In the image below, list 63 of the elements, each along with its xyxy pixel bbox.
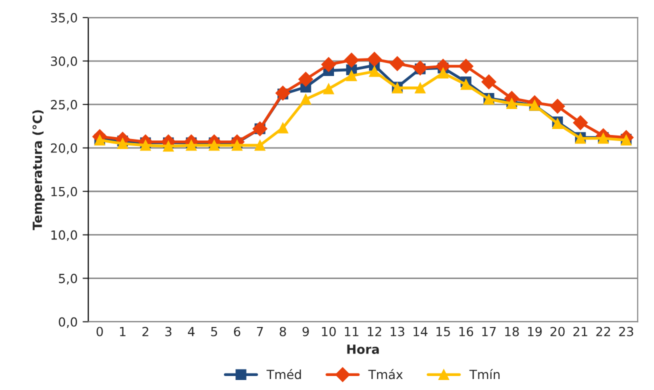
point <box>460 79 472 90</box>
x-tick-label: 15 <box>436 326 450 336</box>
x-tick-label: 16 <box>459 326 474 336</box>
point <box>232 140 242 151</box>
point <box>414 82 426 94</box>
x-tick-label: 0 <box>96 326 103 336</box>
point <box>163 140 174 152</box>
x-axis-title: Hora <box>347 344 379 354</box>
y-tick-label: 30,0 <box>50 56 78 68</box>
x-tick-label: 7 <box>257 326 263 336</box>
point <box>208 140 220 151</box>
point <box>321 57 336 72</box>
point <box>367 52 382 67</box>
legend-label: Tméd <box>266 369 301 380</box>
x-tick-label: 14 <box>414 326 428 336</box>
point <box>550 98 565 114</box>
x-tick-label: 5 <box>211 326 218 336</box>
x-tick-label: 4 <box>188 326 195 336</box>
x-tick-label: 20 <box>550 326 565 336</box>
x-tick-label: 21 <box>573 326 588 336</box>
legend-label: Tmáx <box>368 369 403 380</box>
x-tick-label: 9 <box>302 326 309 336</box>
point <box>186 140 197 151</box>
point <box>412 60 428 76</box>
point <box>275 86 290 101</box>
point <box>277 122 288 134</box>
y-tick-label: 10,0 <box>51 230 78 242</box>
point <box>298 72 314 87</box>
x-tick-label: 18 <box>505 326 519 336</box>
x-tick-label: 6 <box>234 326 240 336</box>
x-tick-label: 8 <box>280 326 286 336</box>
x-tick-label: 2 <box>142 326 148 336</box>
point <box>369 66 380 77</box>
point <box>117 138 128 149</box>
x-tick-label: 12 <box>368 326 382 336</box>
x-tick-label: 11 <box>344 326 358 336</box>
point <box>346 70 357 82</box>
point <box>140 140 151 151</box>
point <box>323 83 334 94</box>
y-tick-label: 25,0 <box>50 100 78 111</box>
x-tick-label: 22 <box>596 326 610 336</box>
x-tick-label: 23 <box>619 326 634 336</box>
x-tick-label: 10 <box>322 326 336 336</box>
point <box>481 74 496 90</box>
point <box>300 94 312 105</box>
point <box>390 56 405 72</box>
point <box>573 115 588 130</box>
y-tick-label: 0,0 <box>58 317 78 328</box>
legend-label: Tmín <box>469 369 500 379</box>
y-axis-title: Temperatura (°C) <box>32 110 44 230</box>
x-tick-label: 13 <box>390 326 404 336</box>
y-tick-label: 20,0 <box>50 143 78 154</box>
y-tick-label: 5,0 <box>58 274 78 284</box>
point <box>344 52 359 68</box>
y-tick-label: 15,0 <box>51 186 78 198</box>
x-tick-label: 1 <box>120 326 126 336</box>
point <box>438 68 448 79</box>
x-tick-label: 3 <box>165 326 172 336</box>
point <box>254 140 266 151</box>
x-tick-label: 19 <box>528 326 542 336</box>
x-tick-label: 17 <box>482 326 496 336</box>
y-tick-label: 35,0 <box>50 13 78 24</box>
point <box>458 58 474 74</box>
